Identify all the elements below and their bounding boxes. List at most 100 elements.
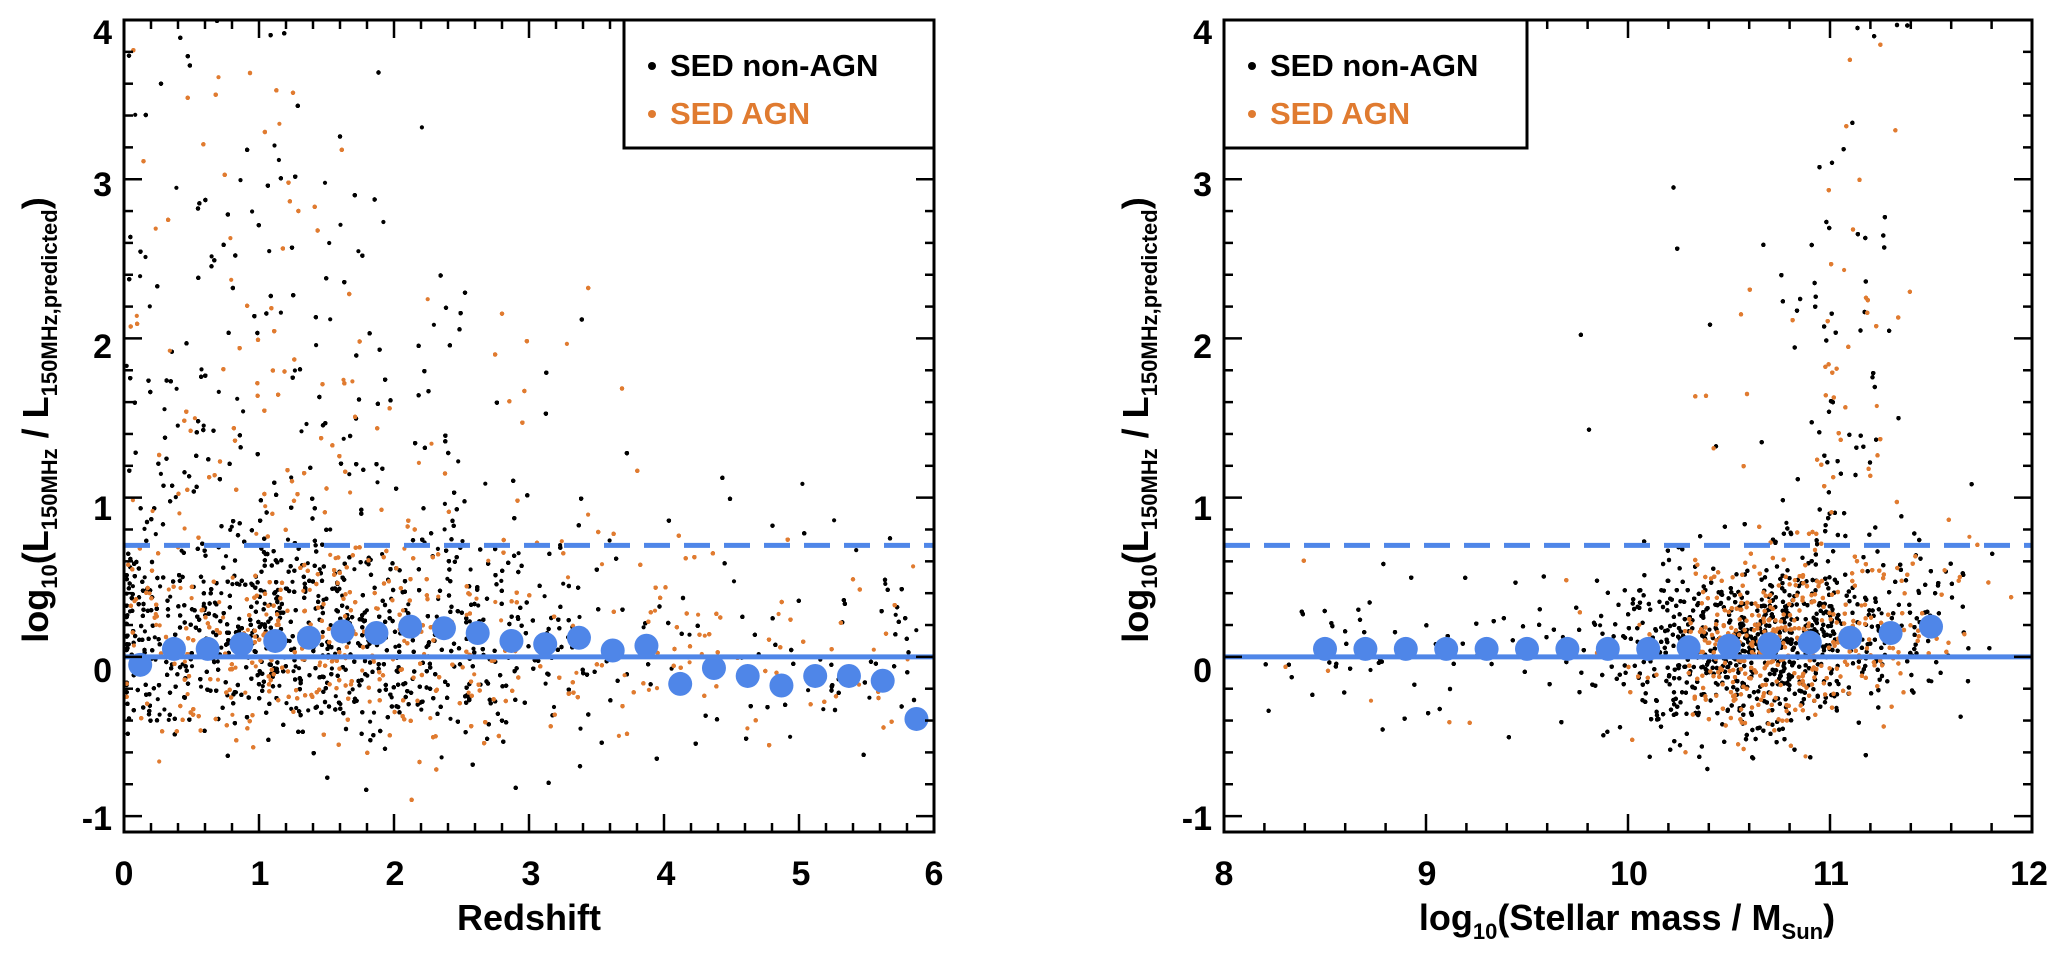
non-agn-point [731,579,737,584]
non-agn-point [254,600,259,605]
non-agn-point [211,630,216,635]
non-agn-point [471,646,476,651]
non-agn-point [216,389,221,394]
non-agn-point [133,112,138,117]
y-title-num-sub: 150MHz [37,448,62,530]
non-agn-point [304,421,309,427]
non-agn-point [445,682,450,688]
non-agn-point [448,716,453,721]
non-agn-point [201,579,206,584]
non-agn-point [340,593,345,598]
non-agn-point [276,157,281,163]
x-tick-label: 6 [925,855,944,893]
non-agn-point [341,436,346,441]
non-agn-point [174,386,179,391]
x-tick-label: 0 [115,855,134,893]
non-agn-point [442,501,447,506]
non-agn-point [375,480,380,485]
non-agn-point [168,594,173,599]
non-agn-point [147,304,152,309]
non-agn-point [687,632,692,637]
non-agn-point [561,581,566,586]
non-agn-point [329,666,334,671]
non-agn-point [294,705,299,711]
y-tick-label: 2 [93,328,112,366]
non-agn-point [272,143,277,148]
non-agn-point [345,605,350,610]
non-agn-point [445,576,450,581]
non-agn-point [327,240,332,246]
non-agn-point [277,683,282,688]
non-agn-point [431,322,436,327]
non-agn-point [381,219,386,225]
non-agn-point [241,409,246,414]
non-agn-point [201,601,206,606]
non-agn-point [209,254,214,259]
non-agn-point [460,539,465,544]
non-agn-point [314,343,319,348]
non-agn-point [293,664,298,669]
non-agn-point [551,704,557,710]
y-tick-label: 0 [93,652,112,690]
non-agn-point [306,708,311,713]
non-agn-point [406,602,411,607]
x-tick-label: 1 [251,855,270,893]
non-agn-point [467,619,472,624]
y-title-mid: / L [15,396,56,448]
non-agn-point [189,664,195,669]
non-agn-point [316,593,321,599]
non-agn-point [356,249,361,254]
non-agn-point [289,475,294,480]
non-agn-point [516,551,521,556]
y-title-open: (L [15,530,56,564]
non-agn-point [393,644,398,649]
non-agn-point [368,719,373,724]
x-tick-label: 4 [657,855,676,893]
non-agn-point [290,579,295,584]
non-agn-point [328,623,333,628]
non-agn-point [143,254,148,260]
non-agn-point [162,407,167,412]
non-agn-point [320,629,325,635]
non-agn-point [292,368,297,373]
non-agn-point [883,581,888,587]
non-agn-point [235,396,240,401]
non-agn-point [832,518,837,523]
non-agn-point [173,495,178,500]
non-agn-point [328,527,333,532]
non-agn-point [158,471,163,476]
non-agn-point [166,613,171,618]
non-agn-point [130,584,135,589]
non-agn-point [347,472,352,477]
non-agn-point [152,635,157,640]
non-agn-point [219,591,224,596]
non-agn-point [289,706,294,712]
non-agn-point [199,367,204,372]
non-agn-point [219,645,224,650]
non-agn-point [157,712,162,717]
non-agn-point [250,209,255,214]
y-title-log-sub: 10 [37,564,62,588]
non-agn-point [223,554,229,559]
non-agn-point [238,178,243,183]
non-agn-point [347,690,352,695]
x-tick-label: 3 [522,855,541,893]
non-agn-point [260,684,265,689]
non-agn-point [641,625,646,630]
non-agn-point [138,274,143,279]
non-agn-point [166,717,171,723]
non-agn-point [262,601,267,606]
non-agn-point [142,526,147,532]
y-tick-label: -1 [82,800,112,838]
non-agn-point [237,616,242,621]
non-agn-point [435,546,440,552]
y-axis-title: log10(L150MHz / L150MHz,predicted) [15,197,62,642]
non-agn-point [371,710,377,715]
non-agn-point [456,459,461,464]
non-agn-point [299,429,304,434]
y-tick-label: 1 [93,490,112,528]
non-agn-point [175,423,180,428]
non-agn-point [499,578,504,584]
non-agn-point [543,681,548,686]
